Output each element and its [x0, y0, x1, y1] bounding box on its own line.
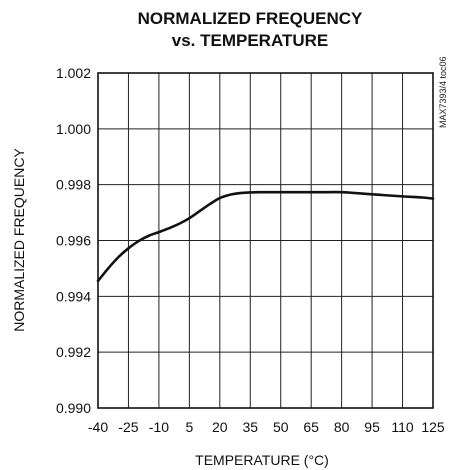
chart-side-note: MAX7393/4 toc06	[438, 56, 448, 128]
x-tick-label: 20	[212, 419, 228, 435]
x-tick-label: 125	[421, 419, 445, 435]
y-tick-label: 0.996	[56, 233, 91, 249]
x-axis-label: TEMPERATURE (°C)	[195, 452, 329, 468]
x-tick-label: 65	[303, 419, 319, 435]
series-layer	[96, 190, 435, 283]
x-tick-label: -40	[88, 419, 108, 435]
y-tick-label: 0.990	[56, 400, 91, 416]
chart-title-line-1: NORMALIZED FREQUENCY	[138, 9, 363, 28]
y-tick-label: 0.998	[56, 177, 91, 193]
x-axis-ticks: -40 -25 -10 5 20 35 50 65 80 95 110 125	[88, 419, 445, 435]
y-tick-label: 0.994	[56, 288, 91, 304]
series-line-0	[96, 190, 435, 283]
x-tick-label: 80	[334, 419, 350, 435]
x-tick-label: 35	[242, 419, 258, 435]
x-tick-label: -10	[149, 419, 169, 435]
grid	[98, 73, 433, 408]
x-tick-label: 95	[364, 419, 380, 435]
plot-frame-layer	[97, 72, 434, 409]
y-tick-label: 1.000	[56, 121, 91, 137]
y-tick-label: 1.002	[56, 65, 91, 81]
plot-frame	[97, 72, 434, 409]
y-axis-label: NORMALIZED FREQUENCY	[11, 148, 27, 332]
y-axis-ticks: 0.990 0.992 0.994 0.996 0.998 1.000 1.002	[56, 65, 91, 416]
y-tick-label: 0.992	[56, 344, 91, 360]
x-tick-label: 5	[185, 419, 193, 435]
x-tick-label: 50	[273, 419, 289, 435]
chart-title-line-2: vs. TEMPERATURE	[172, 31, 329, 50]
x-tick-label: -25	[118, 419, 138, 435]
x-tick-label: 110	[391, 419, 414, 435]
